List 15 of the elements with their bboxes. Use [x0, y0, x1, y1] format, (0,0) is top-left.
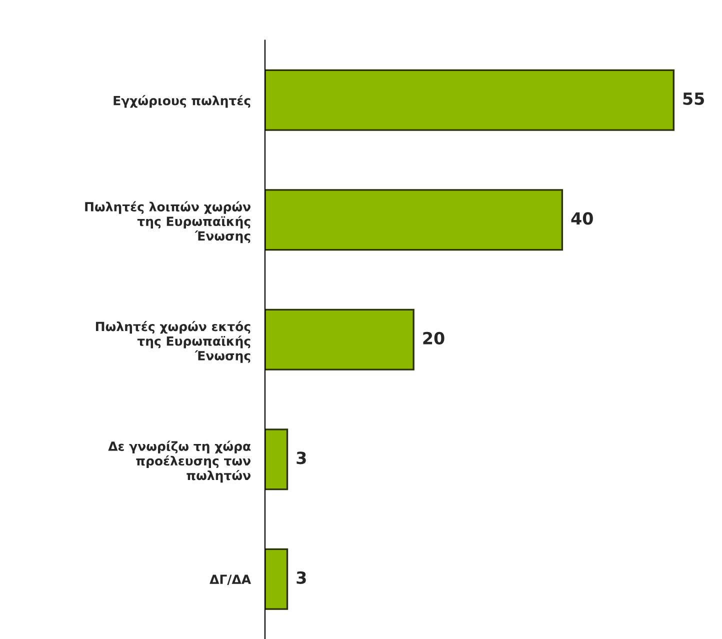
- bar: [264, 69, 674, 131]
- bar: [264, 428, 288, 490]
- data-label: 20: [423, 332, 444, 344]
- data-label: 40: [571, 212, 593, 225]
- y-tick-label: Δε γνωρίζω τη χώρα προέλευσης των πωλητών: [108, 440, 251, 483]
- data-label: 3: [296, 571, 306, 584]
- bar: [264, 308, 414, 370]
- y-tick-label: ΔΓ/ΔΑ: [210, 574, 252, 586]
- y-tick-label: Πωλητές λοιπών χωρών της Ευρωπαϊκής Ένωσης: [85, 201, 251, 244]
- data-label: 3: [296, 452, 306, 464]
- bar: [264, 189, 564, 251]
- data-label: 55: [683, 92, 704, 105]
- y-tick-label: Πωλητές χωρών εκτός της Ευρωπαϊκής Ένωσης: [96, 321, 250, 363]
- y-tick-label: Εγχώριους πωλητές: [114, 95, 250, 108]
- bar: [264, 548, 288, 610]
